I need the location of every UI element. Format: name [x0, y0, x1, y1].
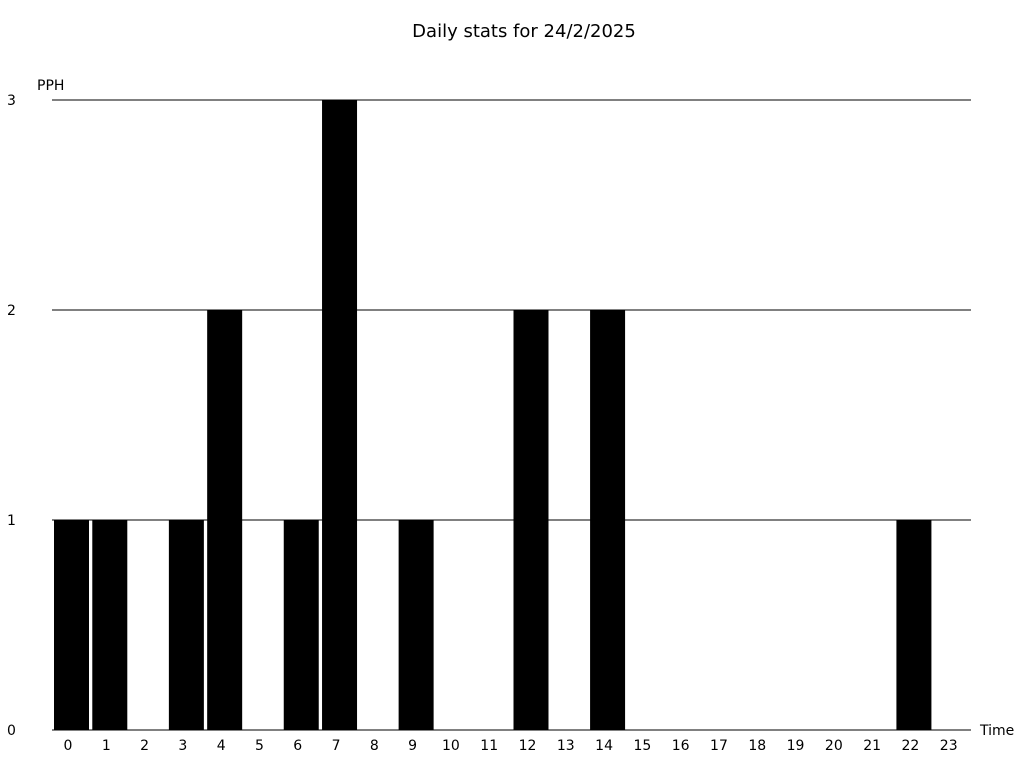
x-tick-label: 18	[748, 738, 766, 754]
bar-14	[590, 310, 626, 730]
x-tick-label: 14	[595, 738, 613, 754]
x-tick-label: 17	[710, 738, 728, 754]
x-tick-label: 10	[442, 738, 460, 754]
x-tick-label: 5	[255, 738, 264, 754]
bar-12	[513, 310, 549, 730]
y-axis-label: PPH	[37, 78, 64, 94]
x-axis-label: Time	[979, 723, 1014, 739]
bar-22	[896, 520, 932, 730]
x-tick-label: 1	[102, 738, 111, 754]
x-tick-label: 4	[217, 738, 226, 754]
y-tick-label: 1	[7, 513, 16, 529]
bar-4	[207, 310, 243, 730]
y-tick-label: 3	[7, 93, 16, 109]
bar-9	[398, 520, 434, 730]
x-tick-label: 11	[480, 738, 498, 754]
x-tick-label: 2	[140, 738, 149, 754]
x-tick-label: 20	[825, 738, 843, 754]
bar-7	[322, 100, 358, 730]
bar-6	[283, 520, 319, 730]
x-tick-label: 23	[940, 738, 958, 754]
x-tick-label: 13	[557, 738, 575, 754]
y-tick-label: 0	[7, 723, 16, 739]
x-tick-label: 3	[178, 738, 187, 754]
bar-3	[168, 520, 204, 730]
x-tick-label: 15	[633, 738, 651, 754]
x-tick-label: 9	[408, 738, 417, 754]
chart-title: Daily stats for 24/2/2025	[412, 21, 636, 42]
x-tick-label: 6	[293, 738, 302, 754]
x-tick-label: 7	[332, 738, 341, 754]
bar-1	[92, 520, 128, 730]
x-tick-label: 0	[64, 738, 73, 754]
y-tick-label: 2	[7, 303, 16, 319]
x-tick-label: 16	[672, 738, 690, 754]
x-tick-label: 8	[370, 738, 379, 754]
x-tick-label: 12	[519, 738, 537, 754]
x-tick-label: 19	[787, 738, 805, 754]
x-tick-label: 21	[863, 738, 881, 754]
x-tick-label: 22	[902, 738, 920, 754]
bar-0	[54, 520, 89, 730]
